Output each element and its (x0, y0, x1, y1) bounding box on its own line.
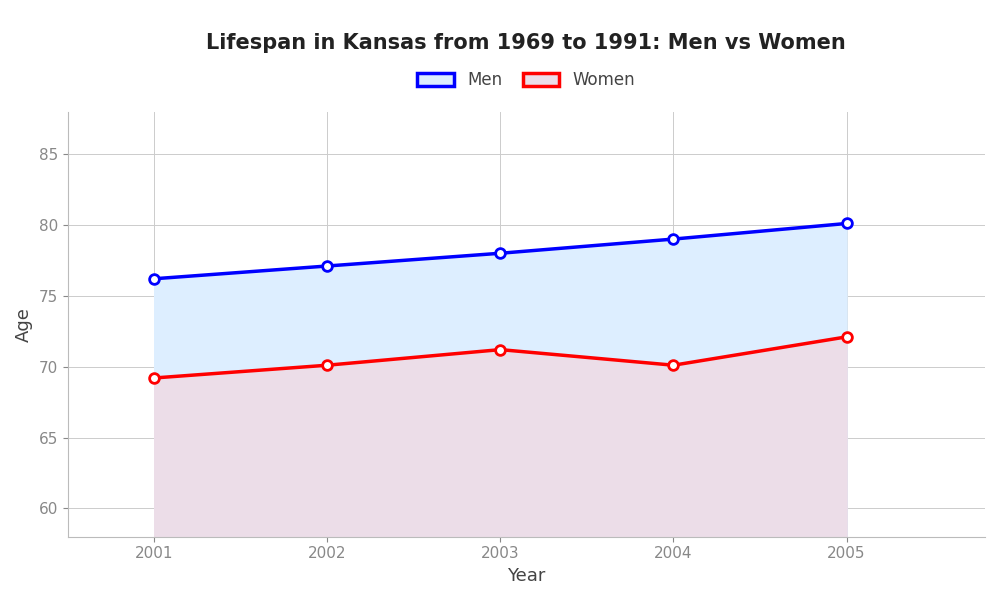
Y-axis label: Age: Age (15, 307, 33, 341)
Title: Lifespan in Kansas from 1969 to 1991: Men vs Women: Lifespan in Kansas from 1969 to 1991: Me… (206, 33, 846, 53)
X-axis label: Year: Year (507, 567, 546, 585)
Legend: Men, Women: Men, Women (411, 65, 642, 96)
